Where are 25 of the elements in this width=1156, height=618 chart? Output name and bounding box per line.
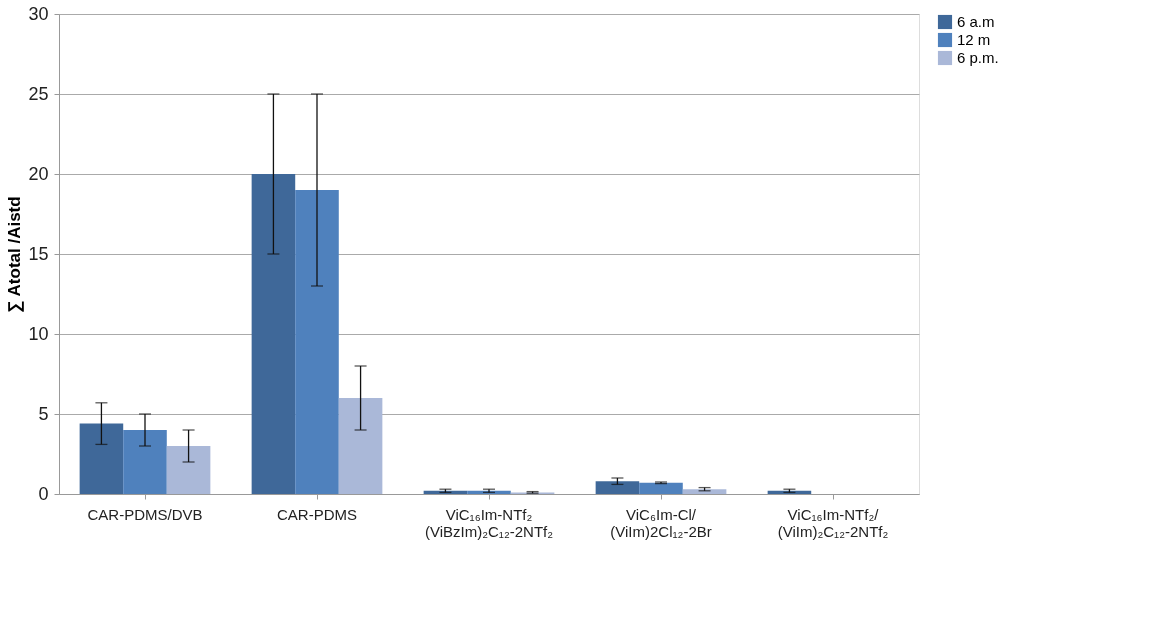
bar — [639, 482, 683, 494]
y-tick-label: 10 — [28, 323, 49, 344]
x-tick-label: ViC₁₆Im-NTf₂/ (ViIm)₂C₁₂-2NTf₂ — [777, 505, 889, 540]
y-tick-label: 20 — [28, 163, 49, 184]
bar — [166, 446, 211, 494]
y-tick-label: 0 — [38, 483, 49, 504]
bar — [338, 398, 383, 494]
y-tick-label: 15 — [28, 243, 49, 264]
y-tick-label: 30 — [28, 3, 49, 24]
bar — [123, 430, 167, 494]
y-axis-title: ∑ Atotal /Aistd — [5, 196, 25, 313]
x-tick-label: ViC₆Im-Cl/ (ViIm)2Cl₁₂-2Br — [610, 505, 712, 540]
x-tick-label: ViC₁₆Im-NTf₂ (ViBzIm)₂C₁₂-2NTf₂ — [424, 505, 554, 540]
x-tick-label: CAR-PDMS/DVB — [87, 505, 203, 523]
bar — [251, 174, 296, 494]
bar — [682, 489, 727, 494]
legend-label: 6 a.m — [957, 13, 995, 30]
y-tick-label: 5 — [38, 403, 49, 424]
y-tick-label: 25 — [28, 83, 49, 104]
bar — [295, 190, 339, 494]
bar — [79, 423, 124, 494]
legend-label: 12 m — [957, 31, 991, 48]
x-tick-label: CAR-PDMS — [276, 505, 358, 523]
legend-label: 6 p.m. — [957, 49, 999, 66]
bar — [595, 481, 640, 494]
